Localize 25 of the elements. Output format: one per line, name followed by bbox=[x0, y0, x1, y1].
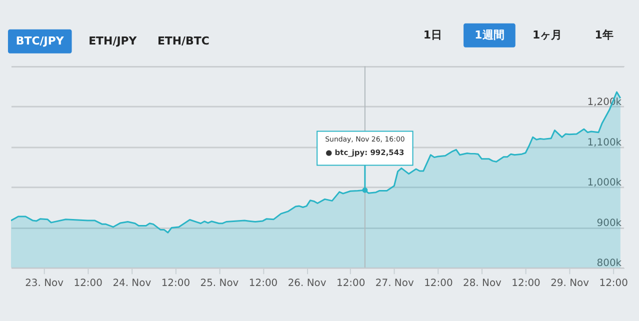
text: 1年 bbox=[594, 28, 614, 42]
text: 1ヶ月 bbox=[532, 28, 562, 42]
x-tick-label: 24. Nov bbox=[112, 278, 152, 290]
x-tick-label: 29. Nov bbox=[550, 278, 590, 290]
y-tick-label: 1,100k bbox=[587, 137, 622, 148]
x-tick-label: 26. Nov bbox=[288, 278, 326, 290]
text: BTC/JPY bbox=[16, 34, 65, 48]
text: ETH/JPY bbox=[88, 34, 138, 48]
y-tick-label: 900k bbox=[596, 218, 622, 229]
x-tick-label: 28. Nov bbox=[463, 278, 502, 290]
x-tick-label: 12:00 bbox=[336, 278, 366, 290]
x-tick-label: 12:00 bbox=[512, 278, 540, 290]
text: 1日 bbox=[423, 28, 442, 42]
x-tick-label: 23. Nov bbox=[25, 278, 64, 290]
x-tick-label: 12:00 bbox=[424, 278, 453, 290]
x-tick-label: 12:00 bbox=[161, 278, 190, 290]
x-tick-label: 27. Nov bbox=[375, 278, 414, 290]
text: ETH/BTC bbox=[157, 34, 210, 48]
y-tick-label: 800k bbox=[596, 258, 622, 270]
x-tick-label: 12:00 bbox=[74, 278, 102, 290]
x-tick-label: 12:00 bbox=[599, 278, 628, 290]
text: 1週間 bbox=[474, 28, 504, 42]
y-tick-label: 1,000k bbox=[587, 178, 622, 189]
x-tick-label: 12:00 bbox=[248, 278, 278, 290]
x-tick-label: 25. Nov bbox=[200, 278, 239, 290]
